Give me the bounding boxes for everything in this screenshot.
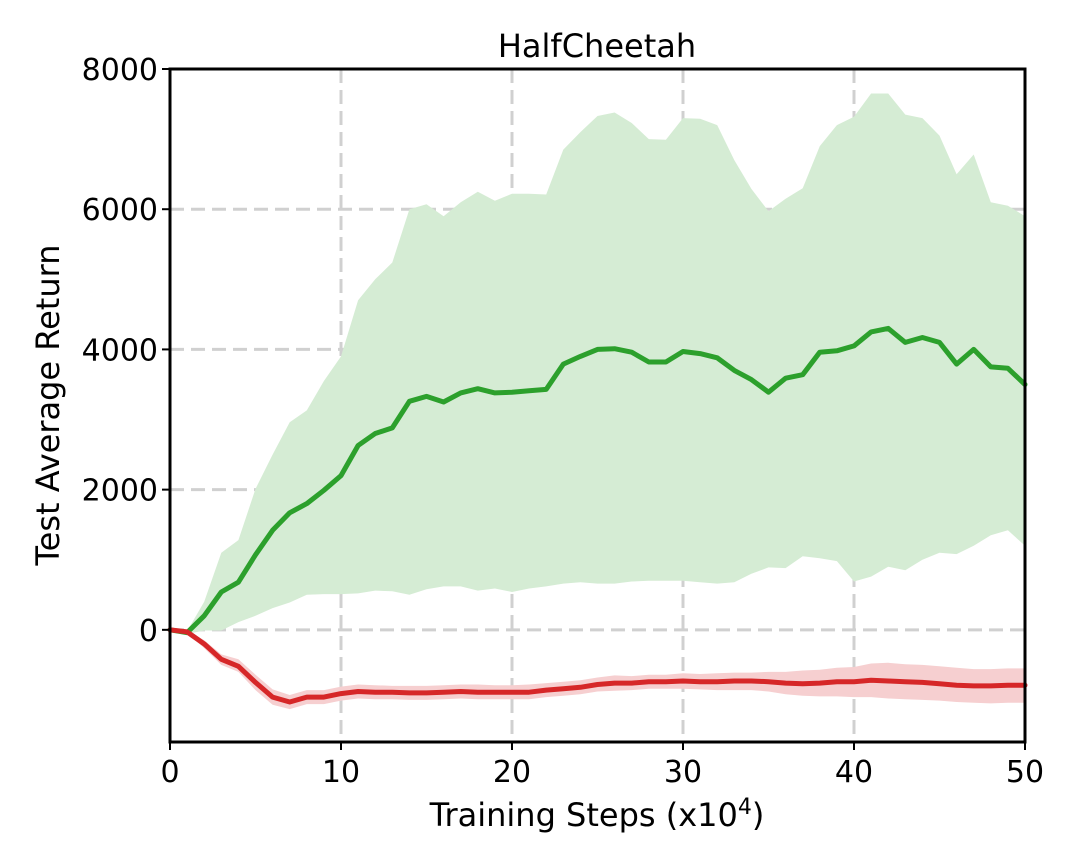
y-tick-label-4: 8000 bbox=[82, 53, 158, 88]
y-axis-label: Test Average Return bbox=[29, 245, 67, 567]
x-tick-label-4: 40 bbox=[835, 755, 873, 790]
series-0-line bbox=[167, 325, 1028, 636]
series-lines bbox=[167, 325, 1028, 705]
y-tick-label-2: 4000 bbox=[82, 333, 158, 368]
x-axis-label-main: Training Steps (x10 bbox=[429, 796, 738, 834]
chart-title: HalfCheetah bbox=[498, 27, 696, 65]
x-tick-label-5: 50 bbox=[1006, 755, 1044, 790]
x-axis-label-exponent: 4 bbox=[738, 795, 752, 820]
x-tick-label-3: 30 bbox=[664, 755, 702, 790]
series-0-band bbox=[170, 93, 1025, 634]
series-1-band bbox=[170, 629, 1025, 710]
x-tick-label-2: 20 bbox=[493, 755, 531, 790]
y-tick-label-0: 0 bbox=[139, 614, 158, 649]
y-tick-label-3: 6000 bbox=[82, 193, 158, 228]
series-1-line bbox=[167, 627, 1028, 705]
x-tick-label-0: 0 bbox=[160, 755, 179, 790]
x-tick-label-1: 10 bbox=[322, 755, 360, 790]
x-axis-label-close: ) bbox=[752, 796, 764, 834]
plot-frame bbox=[168, 67, 1027, 744]
x-ticks: 0 10 20 30 40 50 bbox=[160, 742, 1044, 790]
y-tick-label-1: 2000 bbox=[82, 474, 158, 509]
y-ticks: 0 2000 4000 6000 8000 bbox=[82, 53, 170, 649]
x-axis-label: Training Steps (x104) bbox=[429, 795, 765, 834]
confidence-bands bbox=[170, 93, 1025, 710]
